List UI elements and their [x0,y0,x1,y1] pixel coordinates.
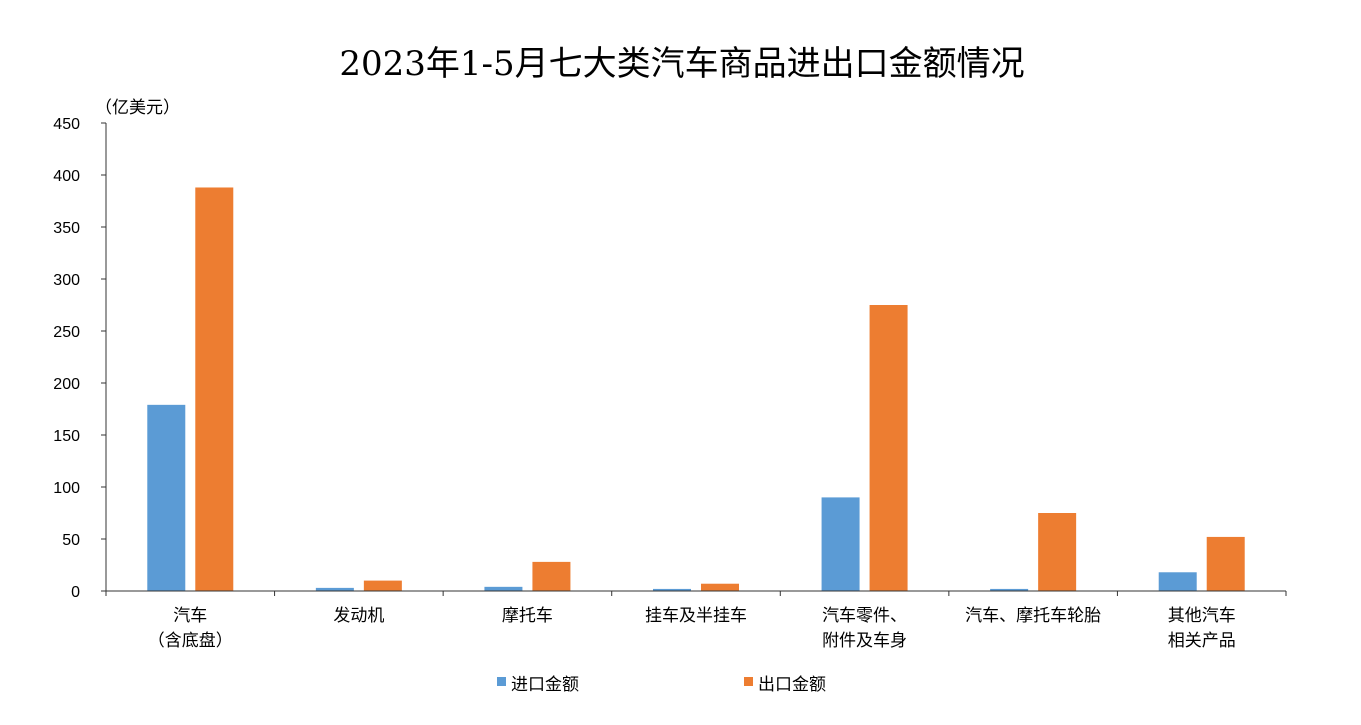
x-category-label: 汽车零件、 [822,606,907,626]
y-tick-label: 50 [62,532,80,549]
y-tick-label: 200 [53,376,80,393]
chart-title: 2023年1-5月七大类汽车商品进出口金额情况 [339,44,1024,84]
bar-import-3 [653,588,691,591]
x-category-label: 汽车、摩托车轮胎 [965,606,1101,626]
bar-import-1 [315,587,354,591]
legend-label: 进口金额 [511,675,579,695]
x-category-label: 相关产品 [1168,631,1236,651]
legend-swatch [744,677,753,686]
y-tick-label: 300 [53,272,80,289]
bar-import-2 [484,586,523,591]
y-tick-label: 150 [53,428,80,445]
legend-swatch [497,677,506,686]
x-category-label: 其他汽车 [1168,606,1236,626]
x-category-label: 挂车及半挂车 [645,606,747,626]
x-category-label: 摩托车 [502,606,553,626]
bar-export-1 [363,580,402,591]
bar-export-3 [701,583,739,591]
y-tick-label: 100 [53,480,80,497]
y-axis-unit-label: （亿美元） [95,98,180,118]
y-tick-label: 400 [53,168,80,185]
y-axis-ticks: 0 50 100 150 200 250 300 350 400 450 [53,116,106,601]
y-tick-label: 450 [53,116,80,133]
y-tick-label: 350 [53,220,80,237]
bar-export-4 [869,305,908,591]
x-category-label: （含底盘） [148,631,233,651]
y-tick-label: 250 [53,324,80,341]
legend-label: 出口金额 [758,675,826,695]
legend: 进口金额 出口金额 [497,675,826,695]
bar-export-5 [1038,513,1077,591]
bar-import-0 [147,404,186,591]
bars [147,187,1245,592]
bar-import-6 [1158,572,1197,591]
bar-import-4 [821,497,860,591]
bar-export-0 [195,187,234,592]
bar-export-6 [1206,536,1245,591]
x-category-label: 发动机 [333,606,384,626]
x-category-label: 附件及车身 [822,631,907,651]
bar-import-5 [990,588,1029,591]
bar-export-2 [532,561,571,591]
x-axis-labels: 汽车 （含底盘） 发动机 摩托车 挂车及半挂车 汽车零件、附件及车身 汽车、摩托车轮胎 其他汽… [105,591,1287,651]
x-category-label: 汽车 [173,606,207,626]
y-tick-label: 0 [71,584,80,601]
